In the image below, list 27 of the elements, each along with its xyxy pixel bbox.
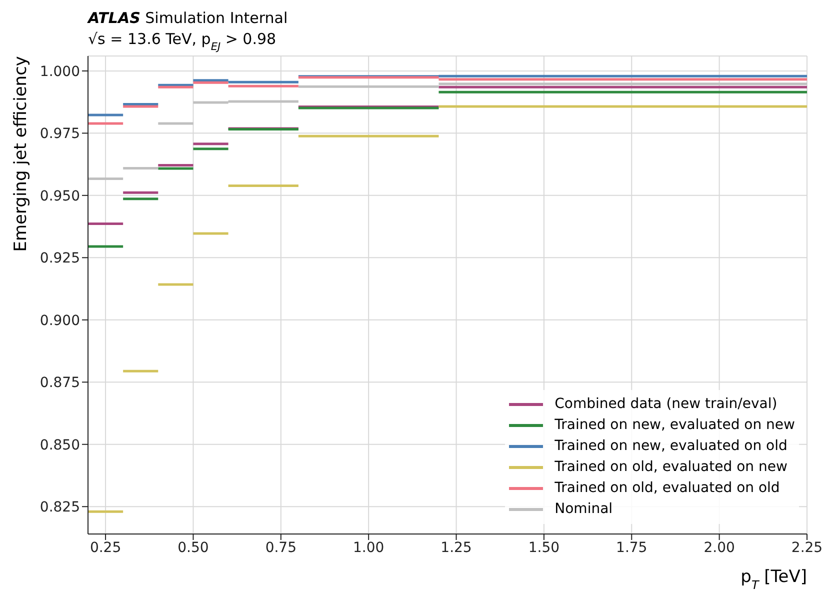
legend-label: Trained on new, evaluated on old xyxy=(554,437,788,456)
legend-label: Nominal xyxy=(554,500,614,519)
x-tick-label: 1.00 xyxy=(353,540,384,556)
legend-label: Trained on old, evaluated on old xyxy=(554,479,781,498)
x-tick-label: 0.25 xyxy=(90,540,122,556)
y-axis-title: Emerging jet efficiency xyxy=(11,56,31,252)
x-tick-label: 0.75 xyxy=(265,540,296,556)
y-tick-label: 0.875 xyxy=(40,375,80,392)
y-tick-label: 1.000 xyxy=(40,64,80,80)
x-tick-label: 2.25 xyxy=(791,540,823,556)
x-tick-label: 1.75 xyxy=(616,540,648,556)
legend-label: Combined data (new train/eval) xyxy=(554,395,778,414)
y-tick-label: 0.900 xyxy=(40,312,80,329)
x-tick-label: 0.50 xyxy=(178,540,209,556)
x-tick-label: 1.25 xyxy=(440,540,472,556)
x-axis-title: p$_{T}$ [TeV] xyxy=(740,567,807,592)
chart-title: ATLAS Simulation Internal xyxy=(88,8,289,28)
y-tick-label: 0.825 xyxy=(40,500,80,516)
legend-label: Trained on new, evaluated on new xyxy=(554,416,795,435)
y-tick-label: 0.850 xyxy=(40,437,80,454)
y-tick-label: 0.975 xyxy=(40,126,80,142)
y-tick-label: 0.925 xyxy=(40,250,80,267)
chart-subtitle: √s = 13.6 TeV, p$_{EJ}$ > 0.98 xyxy=(88,30,276,53)
y-tick-label: 0.950 xyxy=(40,188,80,204)
x-tick-label: 1.50 xyxy=(528,540,560,556)
x-tick-label: 2.00 xyxy=(704,540,735,556)
legend-label: Trained on old, evaluated on new xyxy=(554,458,788,477)
